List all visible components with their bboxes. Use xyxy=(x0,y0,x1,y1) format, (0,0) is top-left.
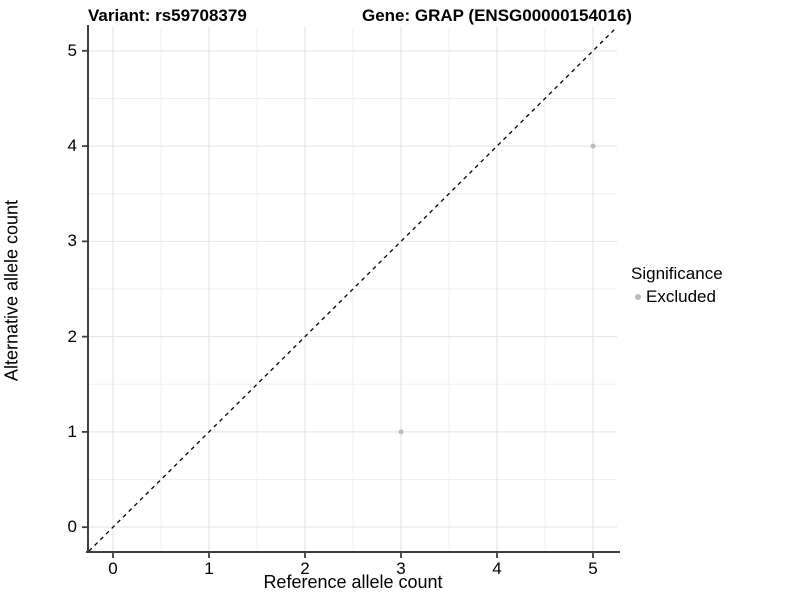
legend-items: Excluded xyxy=(631,287,723,307)
plot-title-gene: Gene: GRAP (ENSG00000154016) xyxy=(362,6,632,25)
x-tick-label: 2 xyxy=(300,559,310,578)
x-axis-title: Reference allele count xyxy=(263,572,443,592)
legend-key-dot-icon xyxy=(635,294,641,300)
x-tick-label: 4 xyxy=(492,559,502,578)
y-tick-label: 0 xyxy=(67,517,77,537)
legend-item: Excluded xyxy=(631,287,723,307)
legend-title: Significance xyxy=(631,264,723,283)
x-tick-label: 0 xyxy=(108,559,118,578)
data-point xyxy=(590,143,596,149)
identity-reference-line xyxy=(88,26,618,552)
data-point xyxy=(398,429,404,435)
legend-item-label: Excluded xyxy=(646,287,716,306)
y-tick-label: 3 xyxy=(67,231,77,251)
y-tick-label: 4 xyxy=(67,136,77,156)
plot-title-variant: Variant: rs59708379 xyxy=(88,6,247,25)
y-tick-label: 2 xyxy=(67,326,77,346)
y-tick-label: 5 xyxy=(67,40,77,60)
legend: Significance Excluded xyxy=(631,264,723,307)
y-axis-title: Alternative allele count xyxy=(1,199,22,382)
x-tick-label: 3 xyxy=(396,559,406,578)
x-tick-label: 1 xyxy=(204,559,214,578)
x-tick-label: 5 xyxy=(588,559,598,578)
y-tick-label: 1 xyxy=(67,421,77,441)
